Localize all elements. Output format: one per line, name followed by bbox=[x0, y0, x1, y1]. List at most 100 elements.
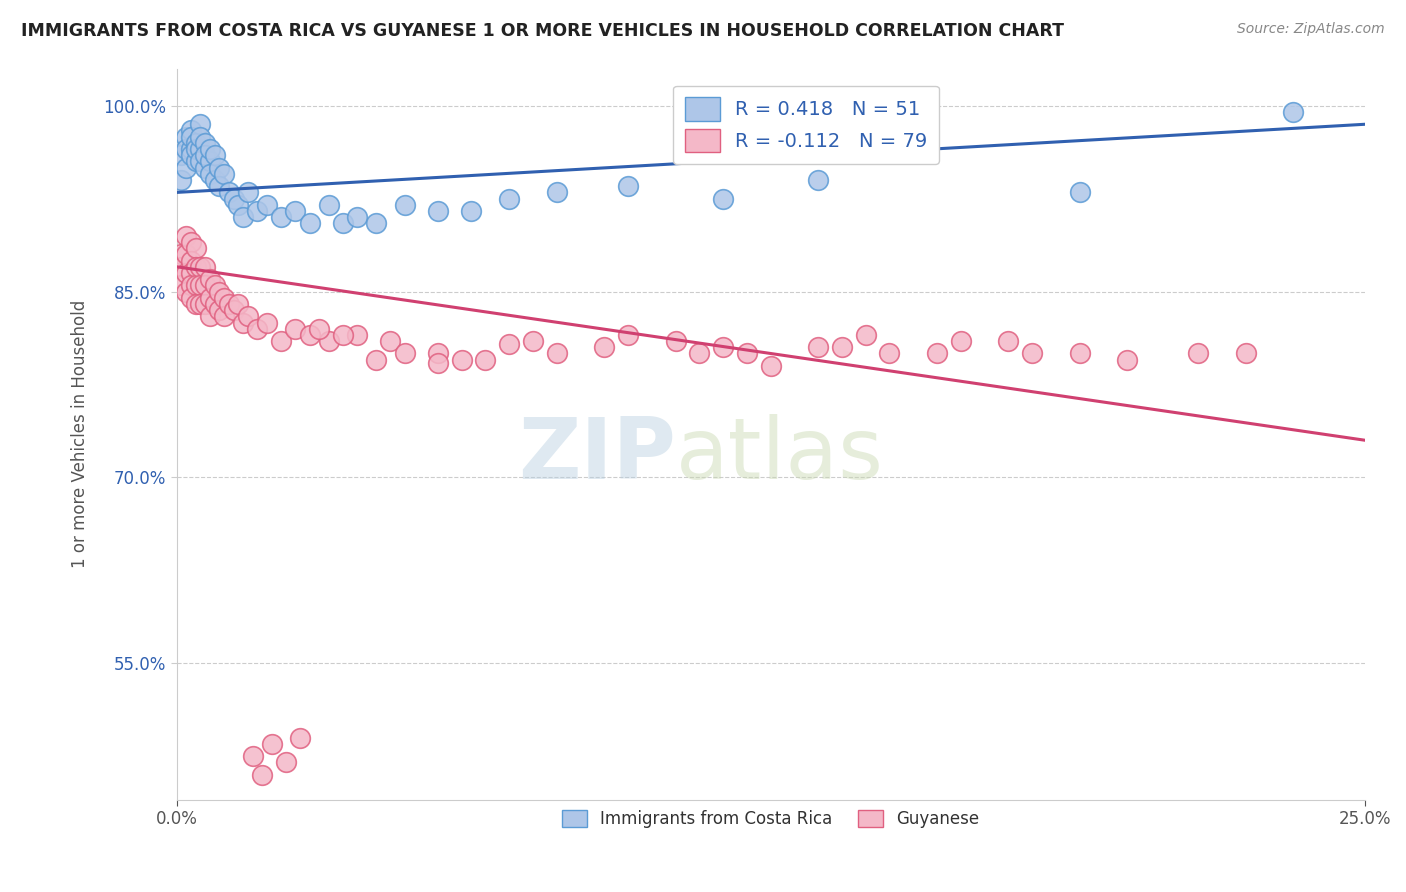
Point bbox=[194, 148, 217, 162]
Point bbox=[180, 148, 202, 162]
Point bbox=[1187, 346, 1209, 360]
Point bbox=[188, 260, 211, 274]
Point bbox=[180, 123, 202, 137]
Point bbox=[332, 216, 354, 230]
Point bbox=[174, 266, 197, 280]
Point bbox=[170, 148, 193, 162]
Point bbox=[270, 210, 292, 224]
Point bbox=[188, 297, 211, 311]
Point bbox=[617, 179, 640, 194]
Point bbox=[426, 204, 449, 219]
Point bbox=[366, 352, 388, 367]
Point bbox=[284, 204, 307, 219]
Point bbox=[174, 129, 197, 144]
Point bbox=[1069, 186, 1091, 200]
Point bbox=[831, 340, 853, 354]
Legend: Immigrants from Costa Rica, Guyanese: Immigrants from Costa Rica, Guyanese bbox=[555, 804, 986, 835]
Point bbox=[236, 186, 259, 200]
Point bbox=[170, 247, 193, 261]
Point bbox=[208, 179, 231, 194]
Point bbox=[855, 327, 877, 342]
Point bbox=[198, 167, 221, 181]
Point bbox=[198, 272, 221, 286]
Point bbox=[1116, 352, 1139, 367]
Point bbox=[256, 198, 278, 212]
Point bbox=[735, 346, 758, 360]
Text: Source: ZipAtlas.com: Source: ZipAtlas.com bbox=[1237, 22, 1385, 37]
Point bbox=[184, 241, 207, 255]
Point bbox=[711, 192, 734, 206]
Point bbox=[308, 322, 330, 336]
Point bbox=[212, 291, 235, 305]
Point bbox=[174, 285, 197, 299]
Point bbox=[188, 278, 211, 293]
Point bbox=[498, 336, 520, 351]
Point bbox=[711, 340, 734, 354]
Point bbox=[198, 154, 221, 169]
Point bbox=[546, 346, 568, 360]
Point bbox=[188, 142, 211, 156]
Point bbox=[204, 278, 226, 293]
Point bbox=[198, 310, 221, 324]
Point bbox=[394, 198, 416, 212]
Point bbox=[204, 148, 226, 162]
Point bbox=[180, 278, 202, 293]
Point bbox=[194, 136, 217, 150]
Point bbox=[204, 297, 226, 311]
Point bbox=[170, 173, 193, 187]
Point bbox=[665, 334, 688, 348]
Point bbox=[394, 346, 416, 360]
Point bbox=[925, 346, 948, 360]
Point bbox=[218, 297, 240, 311]
Point bbox=[807, 173, 830, 187]
Point bbox=[366, 216, 388, 230]
Point bbox=[188, 129, 211, 144]
Point bbox=[174, 228, 197, 243]
Point bbox=[318, 198, 340, 212]
Point bbox=[170, 278, 193, 293]
Point bbox=[474, 352, 496, 367]
Point bbox=[188, 117, 211, 131]
Point bbox=[228, 297, 250, 311]
Point bbox=[174, 161, 197, 175]
Point bbox=[593, 340, 616, 354]
Point bbox=[288, 731, 311, 745]
Point bbox=[198, 291, 221, 305]
Point bbox=[212, 167, 235, 181]
Point bbox=[188, 154, 211, 169]
Point bbox=[170, 260, 193, 274]
Point bbox=[949, 334, 972, 348]
Point bbox=[879, 346, 901, 360]
Point bbox=[380, 334, 402, 348]
Text: atlas: atlas bbox=[676, 415, 883, 498]
Text: IMMIGRANTS FROM COSTA RICA VS GUYANESE 1 OR MORE VEHICLES IN HOUSEHOLD CORRELATI: IMMIGRANTS FROM COSTA RICA VS GUYANESE 1… bbox=[21, 22, 1064, 40]
Point bbox=[1021, 346, 1043, 360]
Point bbox=[346, 210, 368, 224]
Point bbox=[180, 253, 202, 268]
Point bbox=[426, 346, 449, 360]
Point bbox=[208, 285, 231, 299]
Point bbox=[180, 129, 202, 144]
Point bbox=[218, 186, 240, 200]
Point bbox=[346, 327, 368, 342]
Point bbox=[194, 161, 217, 175]
Point bbox=[546, 186, 568, 200]
Point bbox=[184, 136, 207, 150]
Point bbox=[212, 310, 235, 324]
Point bbox=[807, 340, 830, 354]
Point bbox=[284, 322, 307, 336]
Point bbox=[198, 142, 221, 156]
Point bbox=[228, 198, 250, 212]
Point bbox=[194, 278, 217, 293]
Point bbox=[184, 297, 207, 311]
Point bbox=[274, 756, 297, 770]
Point bbox=[522, 334, 544, 348]
Point bbox=[194, 260, 217, 274]
Point bbox=[222, 303, 245, 318]
Point bbox=[498, 192, 520, 206]
Point bbox=[236, 310, 259, 324]
Point bbox=[184, 142, 207, 156]
Point bbox=[250, 768, 273, 782]
Point bbox=[426, 356, 449, 370]
Point bbox=[174, 142, 197, 156]
